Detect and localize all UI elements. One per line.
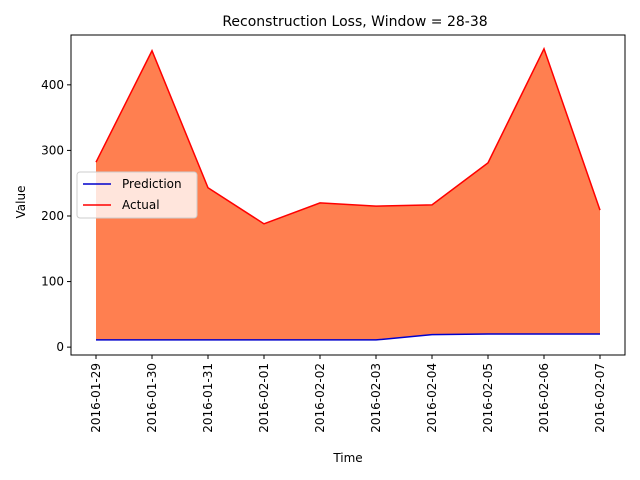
x-tick-label: 2016-02-03 — [369, 363, 383, 433]
x-tick-label: 2016-02-06 — [537, 363, 551, 433]
y-axis: 0 100 200 300 400 — [41, 78, 71, 354]
x-tick-label: 2016-02-05 — [481, 363, 495, 433]
y-tick-label: 200 — [41, 209, 64, 223]
y-tick-label: 0 — [56, 340, 64, 354]
plot-area — [70, 34, 626, 356]
y-tick-label: 300 — [41, 143, 64, 157]
chart-title: Reconstruction Loss, Window = 28-38 — [222, 14, 487, 30]
x-axis: 2016-01-29 2016-01-30 2016-01-31 2016-02-01… — [89, 355, 607, 433]
x-tick-label: 2016-02-01 — [257, 363, 271, 433]
x-tick-label: 2016-01-29 — [89, 363, 103, 433]
y-tick-label: 100 — [41, 275, 64, 289]
x-tick-label: 2016-01-30 — [145, 363, 159, 433]
x-axis-label: Time — [332, 451, 362, 465]
axes-frame — [70, 34, 626, 356]
legend-label: Prediction — [122, 177, 182, 191]
x-tick-label: 2016-02-07 — [593, 363, 607, 433]
series-line-prediction — [96, 333, 600, 341]
y-tick-label: 400 — [41, 78, 64, 92]
y-axis-label: Value — [14, 186, 28, 219]
x-tick-label: 2016-02-04 — [425, 363, 439, 433]
x-tick-label: 2016-02-02 — [313, 363, 327, 433]
x-tick-label: 2016-01-31 — [201, 363, 215, 433]
series-line-actual — [95, 46, 601, 225]
legend-label: Actual — [122, 198, 160, 212]
legend: Prediction Actual — [76, 171, 198, 219]
fill-between-area — [96, 48, 600, 340]
